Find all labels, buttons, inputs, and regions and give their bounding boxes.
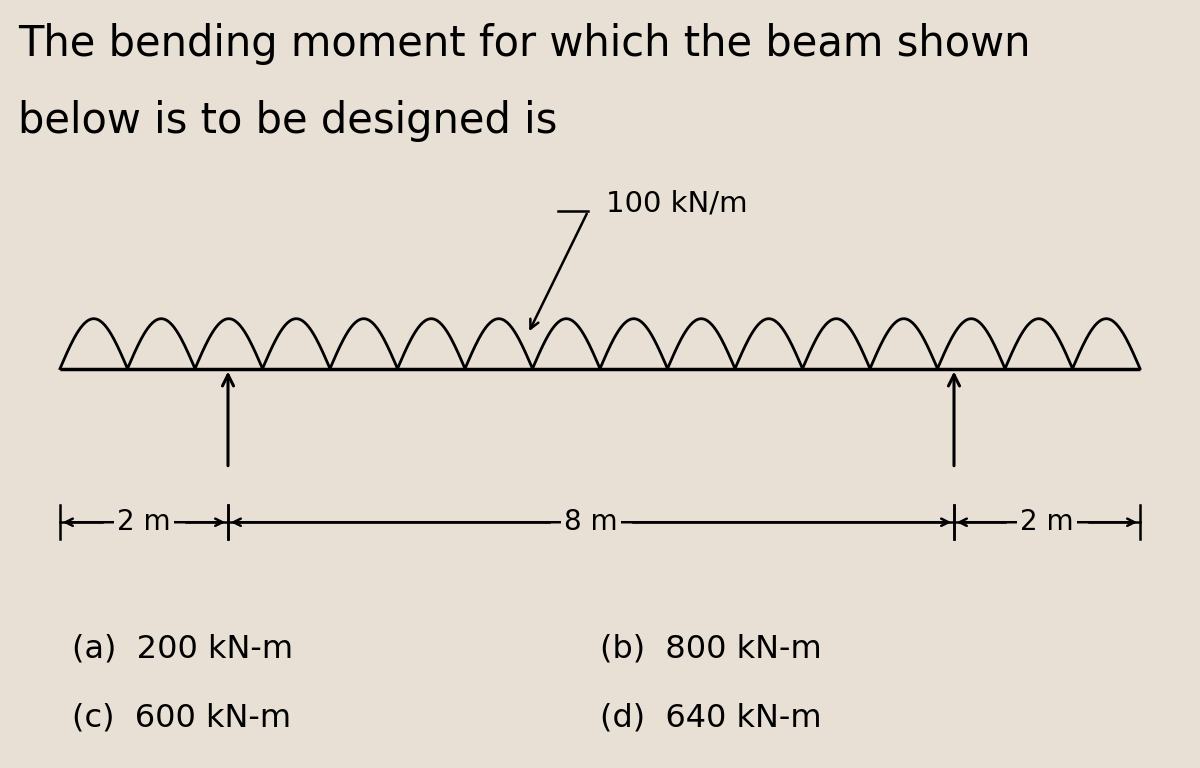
Text: (c)  600 kN-m: (c) 600 kN-m <box>72 703 292 733</box>
Text: 100 kN/m: 100 kN/m <box>606 190 748 217</box>
Text: 8 m: 8 m <box>564 508 618 536</box>
Text: 2 m: 2 m <box>1020 508 1074 536</box>
Text: (d)  640 kN-m: (d) 640 kN-m <box>600 703 822 733</box>
Text: below is to be designed is: below is to be designed is <box>18 100 557 142</box>
Text: The bending moment for which the beam shown: The bending moment for which the beam sh… <box>18 23 1031 65</box>
Text: 2 m: 2 m <box>118 508 170 536</box>
Text: (b)  800 kN-m: (b) 800 kN-m <box>600 634 822 664</box>
Text: (a)  200 kN-m: (a) 200 kN-m <box>72 634 293 664</box>
